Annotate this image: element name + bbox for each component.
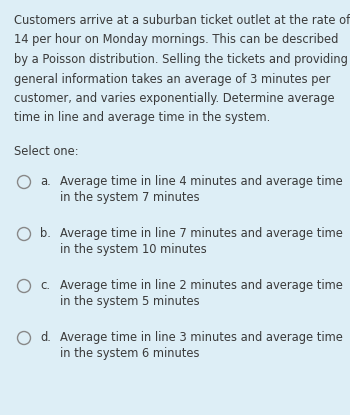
Circle shape bbox=[18, 332, 30, 344]
Text: Average time in line 3 minutes and average time: Average time in line 3 minutes and avera… bbox=[60, 331, 343, 344]
Text: 14 per hour on Monday mornings. This can be described: 14 per hour on Monday mornings. This can… bbox=[14, 34, 338, 46]
Text: Select one:: Select one: bbox=[14, 145, 79, 158]
Text: Average time in line 2 minutes and average time: Average time in line 2 minutes and avera… bbox=[60, 279, 343, 292]
Text: Average time in line 7 minutes and average time: Average time in line 7 minutes and avera… bbox=[60, 227, 343, 240]
Text: in the system 5 minutes: in the system 5 minutes bbox=[60, 295, 199, 308]
Text: time in line and average time in the system.: time in line and average time in the sys… bbox=[14, 112, 270, 124]
Text: Customers arrive at a suburban ticket outlet at the rate of: Customers arrive at a suburban ticket ou… bbox=[14, 14, 350, 27]
Text: c.: c. bbox=[40, 279, 50, 292]
Text: in the system 10 minutes: in the system 10 minutes bbox=[60, 243, 207, 256]
Text: in the system 7 minutes: in the system 7 minutes bbox=[60, 191, 199, 204]
Text: general information takes an average of 3 minutes per: general information takes an average of … bbox=[14, 73, 330, 85]
Text: d.: d. bbox=[40, 331, 51, 344]
Text: b.: b. bbox=[40, 227, 51, 240]
Text: Average time in line 4 minutes and average time: Average time in line 4 minutes and avera… bbox=[60, 175, 343, 188]
Circle shape bbox=[18, 227, 30, 241]
Text: a.: a. bbox=[40, 175, 51, 188]
Text: in the system 6 minutes: in the system 6 minutes bbox=[60, 347, 199, 360]
Text: customer, and varies exponentially. Determine average: customer, and varies exponentially. Dete… bbox=[14, 92, 335, 105]
Circle shape bbox=[18, 176, 30, 188]
Circle shape bbox=[18, 279, 30, 293]
Text: by a Poisson distribution. Selling the tickets and providing: by a Poisson distribution. Selling the t… bbox=[14, 53, 348, 66]
